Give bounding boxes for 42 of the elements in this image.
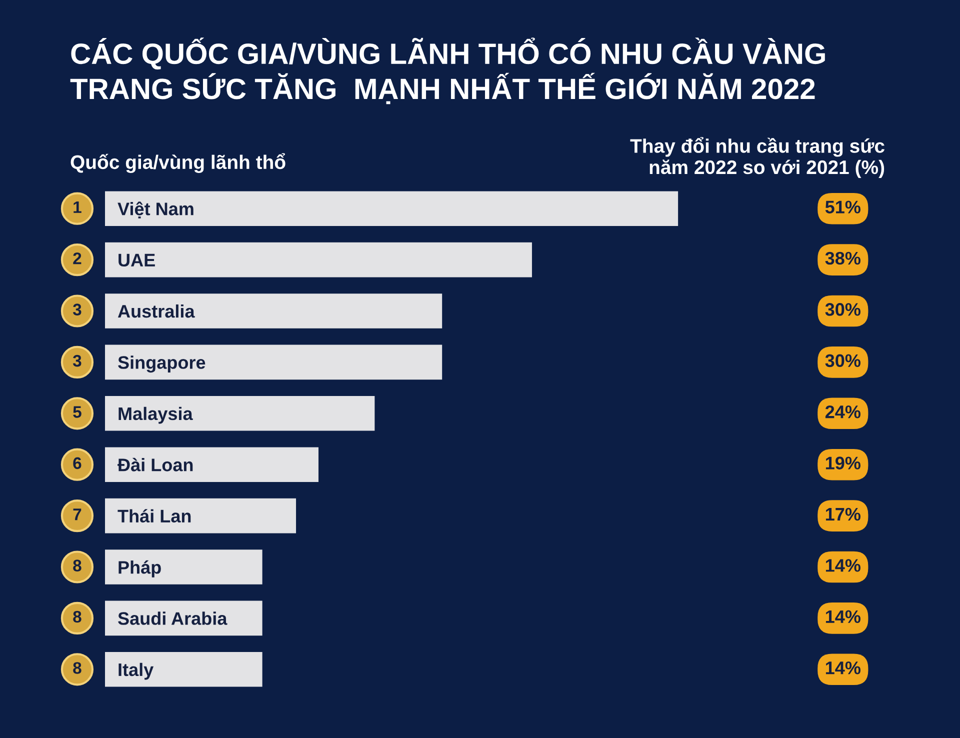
chart-title: CÁC QUỐC GIA/VÙNG LÃNH THỔ CÓ NHU CẦU VÀNG TRANG SỨC TĂNG MẠNH NHẤT THẾ GIỚI NĂM 2022 <box>70 38 825 104</box>
text: 8 <box>73 560 82 572</box>
y-tick-label: Saudi Arabia <box>118 612 228 625</box>
text: 8 <box>73 662 82 674</box>
data-label: 30% <box>825 354 860 368</box>
bar <box>105 447 318 482</box>
text: 3 <box>72 304 82 316</box>
x-axis-title: Thay đổi nhu cầu trang sức năm 2022 so với 2021 (%) <box>630 136 884 178</box>
bar <box>105 344 442 380</box>
y-tick-label: Thái Lan <box>118 509 191 523</box>
text: 5 <box>73 406 82 418</box>
bar <box>105 294 442 328</box>
bar <box>105 191 678 226</box>
text: 2 <box>73 252 82 264</box>
y-axis-title: Quốc gia/vùng lãnh thổ <box>70 153 286 173</box>
data-label: 30% <box>825 303 860 316</box>
y-tick-label: UAE <box>118 254 155 267</box>
bar <box>105 652 262 687</box>
y-tick-label: Việt Nam <box>118 202 194 218</box>
bar <box>105 498 296 534</box>
data-label: 14% <box>826 559 860 572</box>
y-tick-label: Singapore <box>118 356 206 373</box>
data-label: 24% <box>825 405 860 418</box>
bar <box>105 242 532 278</box>
text: 8 <box>73 610 82 623</box>
bar <box>105 396 375 431</box>
y-tick-label: Australia <box>118 304 195 318</box>
y-tick-label: Malaysia <box>118 406 193 424</box>
y-tick-label: Pháp <box>118 560 161 578</box>
text: 1 <box>74 201 82 213</box>
data-label: 17% <box>826 508 860 521</box>
data-label: 14% <box>826 662 860 674</box>
data-label: 51% <box>825 200 860 214</box>
data-label: 19% <box>826 456 860 470</box>
text: 3 <box>72 354 82 367</box>
bar <box>105 550 262 584</box>
data-label: 38% <box>825 252 860 265</box>
y-tick-label: Italy <box>118 662 154 680</box>
text: 7 <box>73 508 82 520</box>
data-label: 14% <box>826 610 860 624</box>
text: 6 <box>73 457 82 470</box>
y-tick-label: Đài Loan <box>118 458 193 472</box>
